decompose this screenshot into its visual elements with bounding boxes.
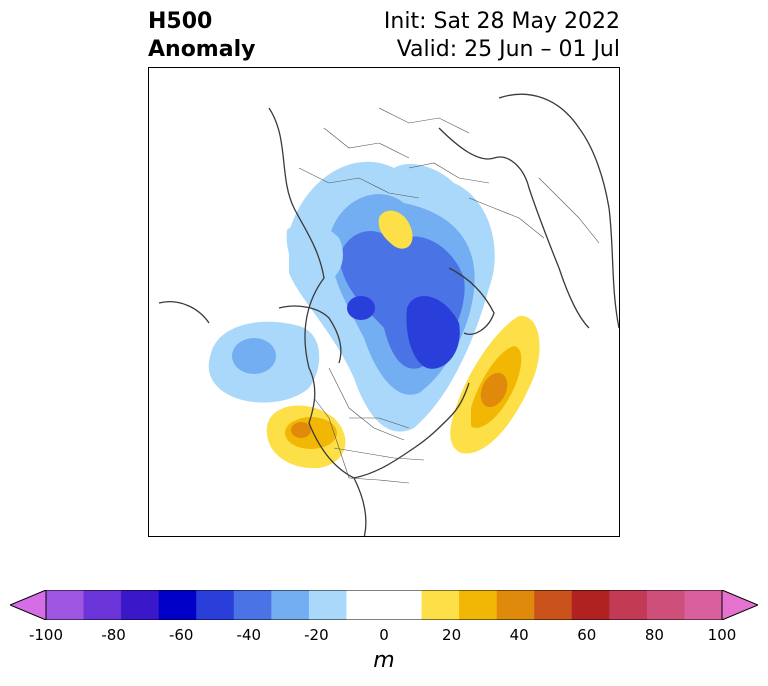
colorbar-tick-label: 40 — [509, 626, 529, 644]
colorbar-segment — [384, 590, 423, 620]
colorbar-segment — [571, 590, 610, 620]
colorbar — [10, 590, 758, 620]
colorbar-segment — [459, 590, 498, 620]
colorbar-tick-label: -20 — [304, 626, 329, 644]
siberia-ridge — [378, 210, 413, 249]
colorbar-segment — [271, 590, 310, 620]
coastlines — [158, 93, 619, 536]
colorbar-segment — [421, 590, 460, 620]
forecast-dates: Init: Sat 28 May 2022 Valid: 25 Jun – 01… — [384, 8, 620, 64]
colorbar-tick-label: 60 — [577, 626, 597, 644]
colorbar-segment — [46, 590, 85, 620]
colorbar-tick-label: 0 — [379, 626, 389, 644]
colorbar-tick-label: -100 — [28, 626, 64, 644]
west-us-ridge — [266, 405, 346, 469]
colorbar-tick-label: -60 — [168, 626, 194, 644]
init-date: Init: Sat 28 May 2022 — [383, 9, 620, 34]
colorbar-high-extend — [721, 590, 758, 620]
colorbar-segments — [46, 590, 723, 620]
colorbar-segment — [496, 590, 535, 620]
title-line-1: H500 — [148, 9, 213, 34]
colorbar-segment — [534, 590, 573, 620]
valid-range: Valid: 25 Jun – 01 Jul — [396, 37, 620, 62]
colorbar-tick-label: 80 — [644, 626, 664, 644]
borders — [298, 107, 600, 484]
colorbar-unit: m — [373, 648, 395, 673]
colorbar-tick-label: 20 — [442, 626, 462, 644]
colorbar-ticks: -100 -80 -60 -40 -20 0 20 40 60 80 100 — [0, 626, 768, 646]
map-canvas — [158, 93, 619, 536]
map-title: H500 Anomaly — [148, 8, 255, 64]
europe-trough — [286, 221, 343, 283]
colorbar-segment — [609, 590, 648, 620]
colorbar-segment — [646, 590, 685, 620]
atlantic-ridge — [450, 315, 540, 454]
colorbar-segment — [684, 590, 723, 620]
pacific-trough — [208, 321, 320, 403]
asia-low — [439, 185, 459, 203]
colorbar-segment — [308, 590, 347, 620]
map-panel — [148, 67, 620, 537]
colorbar-segment — [121, 590, 160, 620]
colorbar-segment — [346, 590, 385, 620]
colorbar-tick-label: -40 — [236, 626, 262, 644]
colorbar-tick-label: 100 — [707, 626, 737, 644]
title-line-2: Anomaly — [148, 37, 256, 62]
colorbar-segment — [233, 590, 272, 620]
colorbar-tick-label: -80 — [101, 626, 126, 644]
colorbar-low-extend — [10, 590, 47, 620]
colorbar-segment — [196, 590, 235, 620]
colorbar-segment — [158, 590, 197, 620]
colorbar-segment — [83, 590, 122, 620]
negative-pole — [289, 161, 495, 432]
colorbar-outline — [45, 590, 723, 620]
